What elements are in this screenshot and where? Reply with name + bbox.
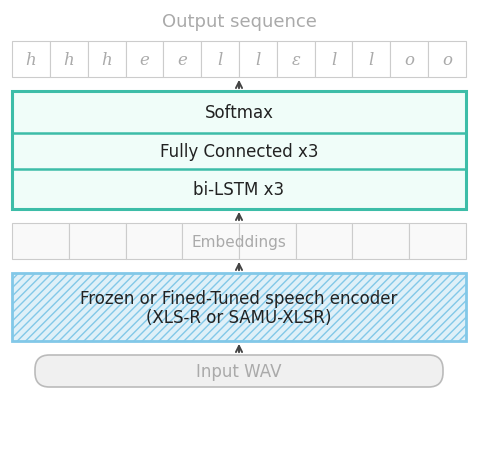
Text: bi-LSTM x3: bi-LSTM x3 <box>194 181 284 198</box>
Text: h: h <box>64 51 74 68</box>
Bar <box>239 42 277 78</box>
Bar <box>126 223 182 259</box>
Bar <box>12 42 50 78</box>
Text: e: e <box>140 51 149 68</box>
FancyBboxPatch shape <box>35 355 443 387</box>
Bar <box>428 42 466 78</box>
Text: h: h <box>25 51 36 68</box>
Text: l: l <box>331 51 336 68</box>
Text: l: l <box>217 51 223 68</box>
Bar <box>409 223 466 259</box>
Bar <box>69 223 126 259</box>
Bar <box>50 42 87 78</box>
Text: e: e <box>177 51 187 68</box>
Bar <box>87 42 126 78</box>
Bar <box>12 92 466 210</box>
Bar <box>296 223 352 259</box>
Bar <box>315 42 352 78</box>
Bar <box>12 273 466 341</box>
Text: o: o <box>404 51 414 68</box>
Text: ε: ε <box>291 51 300 68</box>
Text: Frozen or Fined-Tuned speech encoder: Frozen or Fined-Tuned speech encoder <box>80 289 398 307</box>
Text: h: h <box>101 51 112 68</box>
Bar <box>239 223 296 259</box>
Text: Input WAV: Input WAV <box>196 362 282 380</box>
Bar <box>352 42 391 78</box>
Text: Fully Connected x3: Fully Connected x3 <box>160 143 318 161</box>
Bar <box>391 42 428 78</box>
Bar <box>201 42 239 78</box>
Bar <box>126 42 163 78</box>
Text: o: o <box>442 51 452 68</box>
Bar <box>352 223 409 259</box>
Bar <box>12 273 466 341</box>
Text: Softmax: Softmax <box>205 104 273 122</box>
Bar <box>12 223 69 259</box>
Text: (XLS-R or SAMU-XLSR): (XLS-R or SAMU-XLSR) <box>146 308 332 326</box>
Text: Output sequence: Output sequence <box>162 13 316 31</box>
Bar <box>277 42 315 78</box>
Text: l: l <box>369 51 374 68</box>
Text: l: l <box>255 51 261 68</box>
Bar <box>163 42 201 78</box>
Text: Embeddings: Embeddings <box>192 234 286 249</box>
Bar <box>182 223 239 259</box>
